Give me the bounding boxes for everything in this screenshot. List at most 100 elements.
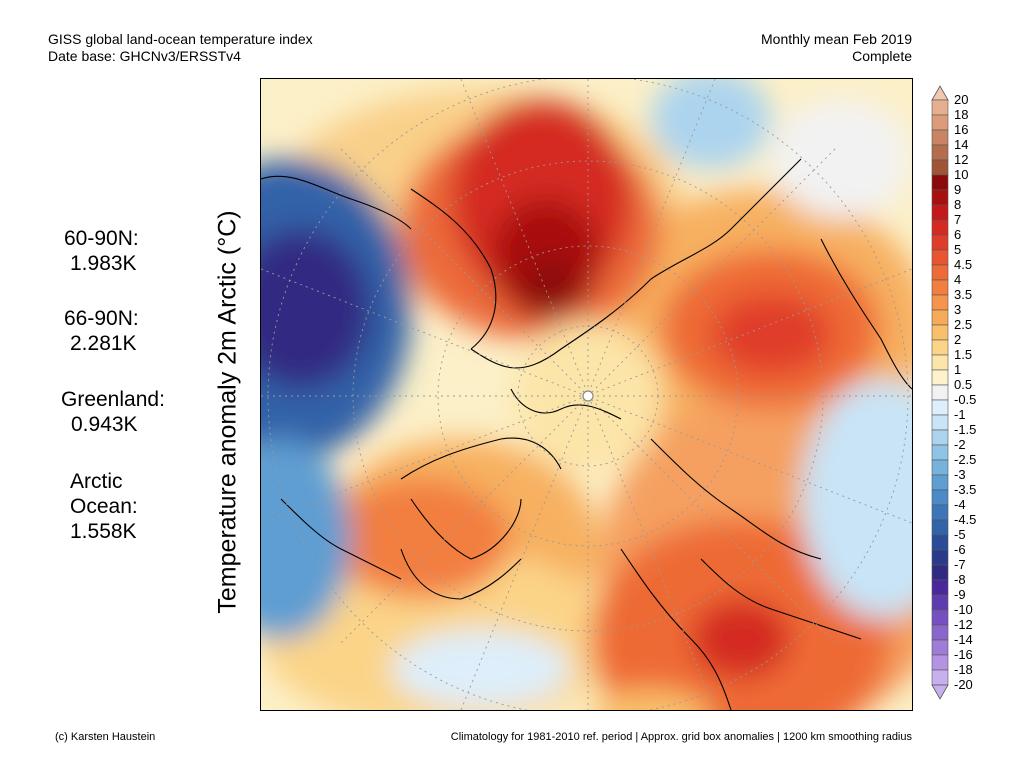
colorbar-cell xyxy=(931,549,949,566)
colorbar-cell xyxy=(931,294,949,311)
colorbar-tick-label: 3.5 xyxy=(954,287,973,302)
colorbar-tick-label: 5 xyxy=(954,242,962,257)
colorbar-tick-label: 4 xyxy=(954,272,962,287)
colorbar-tick-label: 14 xyxy=(954,137,969,152)
colorbar-tick-label: -1 xyxy=(954,407,966,422)
colorbar-cell xyxy=(931,369,949,386)
colorbar-cell xyxy=(931,459,949,476)
colorbar-cell xyxy=(931,249,949,266)
colorbar-tick-label: 9 xyxy=(954,182,962,197)
colorbar-cell xyxy=(931,354,949,371)
colorbar-tick-label: -5 xyxy=(954,527,966,542)
stat-60-90n: 60-90N: 1.983K xyxy=(64,226,139,276)
colorbar-tick-label: -18 xyxy=(954,662,973,677)
colorbar-cell xyxy=(931,594,949,611)
north-pole-marker xyxy=(582,390,594,402)
colorbar-cell xyxy=(931,159,949,176)
stat-value: 1.983K xyxy=(70,252,137,275)
colorbar-tick-label: 0.5 xyxy=(954,377,973,392)
colorbar-cell xyxy=(931,429,949,446)
stat-label: 66-90N: xyxy=(64,307,139,330)
anomaly-map xyxy=(260,78,913,711)
colorbar-cell xyxy=(931,624,949,641)
stat-label: Ocean: xyxy=(70,495,138,518)
colorbar-tick-label: -4 xyxy=(954,497,966,512)
coastlines xyxy=(261,158,912,710)
colorbar-tick-label: 3 xyxy=(954,302,962,317)
anomaly-field xyxy=(261,79,912,710)
colorbar-cell xyxy=(931,579,949,596)
colorbar-cell xyxy=(931,114,949,131)
colorbar-cell xyxy=(931,474,949,491)
colorbar-cell xyxy=(931,504,949,521)
colorbar-tick-label: 8 xyxy=(954,197,962,212)
colorbar-min-arrow xyxy=(931,684,949,700)
colorbar-tick-label: 2 xyxy=(954,332,962,347)
colorbar-tick-label: 16 xyxy=(954,122,969,137)
stat-value: 2.281K xyxy=(70,332,137,355)
colorbar-cell xyxy=(931,669,949,686)
colorbar-tick-label: -2 xyxy=(954,437,966,452)
period-label: Monthly mean Feb 2019 xyxy=(761,31,912,47)
data-base-label: Date base: GHCNv3/ERSSTv4 xyxy=(48,48,241,64)
colorbar-tick-label: -6 xyxy=(954,542,966,557)
header-left: GISS global land-ocean temperature index… xyxy=(48,31,313,65)
colorbar-tick-label: 20 xyxy=(954,92,969,107)
stat-label: Greenland: xyxy=(61,388,165,411)
colorbar-cell xyxy=(931,489,949,506)
colorbar-cell xyxy=(931,324,949,341)
colorbar-tick-label: -4.5 xyxy=(954,512,977,527)
stat-66-90n: 66-90N: 2.281K xyxy=(64,306,139,356)
colorbar-cell xyxy=(931,639,949,656)
stat-value: 1.558K xyxy=(70,520,137,543)
credit-text: (c) Karsten Haustein xyxy=(55,731,156,743)
stat-greenland: Greenland: 0.943K xyxy=(61,387,165,437)
colorbar-cell xyxy=(931,99,949,116)
colorbar-tick-label: 12 xyxy=(954,152,969,167)
colorbar-tick-label: -7 xyxy=(954,557,966,572)
colorbar-cell xyxy=(931,534,949,551)
stat-label: Arctic xyxy=(70,470,123,493)
colorbar-cell xyxy=(931,174,949,191)
colorbar-cell xyxy=(931,144,949,161)
colorbar-cell xyxy=(931,204,949,221)
colorbar-tick-label: 7 xyxy=(954,212,962,227)
colorbar-cell xyxy=(931,519,949,536)
colorbar-cell xyxy=(931,384,949,401)
polar-map-svg xyxy=(261,79,912,710)
colorbar-tick-label: -2.5 xyxy=(954,452,977,467)
colorbar-tick-label: 6 xyxy=(954,227,962,242)
stat-value: 0.943K xyxy=(71,413,138,436)
footnote-text: Climatology for 1981-2010 ref. period | … xyxy=(450,731,912,743)
colorbar-tick-label: 1 xyxy=(954,362,962,377)
colorbar-tick-label: -16 xyxy=(954,647,973,662)
stat-label: 60-90N: xyxy=(64,227,139,250)
colorbar-cell xyxy=(931,129,949,146)
colorbar-tick-label: 18 xyxy=(954,107,969,122)
colorbar-tick-label: -8 xyxy=(954,572,966,587)
colorbar-cell xyxy=(931,654,949,671)
colorbar-tick-label: 10 xyxy=(954,167,969,182)
colorbar-tick-label: -0.5 xyxy=(954,392,977,407)
colorbar-tick-label: -3.5 xyxy=(954,482,977,497)
colorbar-cell xyxy=(931,219,949,236)
colorbar-cell xyxy=(931,189,949,206)
colorbar-cell xyxy=(931,564,949,581)
colorbar-tick-label: -10 xyxy=(954,602,973,617)
colorbar-tick-label: 1.5 xyxy=(954,347,973,362)
colorbar-tick-label: -12 xyxy=(954,617,973,632)
colorbar-tick-label: -20 xyxy=(954,677,973,692)
colorbar-cell xyxy=(931,399,949,416)
map-title: GISS global land-ocean temperature index xyxy=(48,31,313,47)
colorbar-cell xyxy=(931,444,949,461)
colorbar-tick-label: -14 xyxy=(954,632,973,647)
status-label: Complete xyxy=(852,48,912,64)
colorbar-tick-label: -9 xyxy=(954,587,966,602)
colorbar-cell xyxy=(931,234,949,251)
colorbar-cell xyxy=(931,264,949,281)
colorbar-max-arrow xyxy=(931,85,949,101)
colorbar-tick-label: 4.5 xyxy=(954,257,973,272)
colorbar-cell xyxy=(931,339,949,356)
colorbar-cell xyxy=(931,309,949,326)
colorbar-cell xyxy=(931,609,949,626)
